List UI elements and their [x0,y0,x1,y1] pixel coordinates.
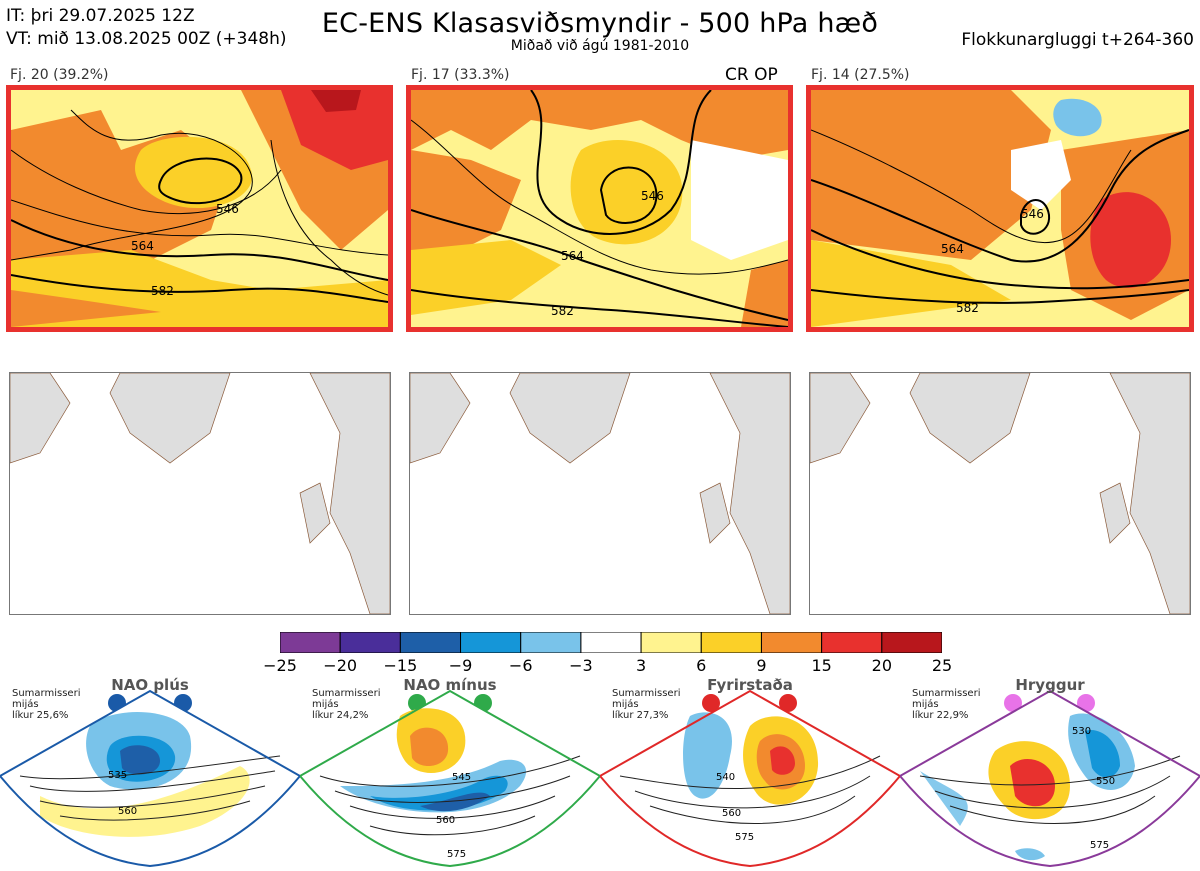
cluster-2-contour-564: 564 [561,249,584,263]
regime-marker [779,694,797,712]
colorbar-tick-label: 15 [811,656,832,675]
cluster-1-contour-546: 546 [216,202,239,216]
regime-nao-minus: NAO mínus Sumarmisseri mijás líkur 24,2% 5… [300,676,600,871]
regime-title: NAO mínus [403,676,497,694]
colorbar-tick-label: 6 [696,656,707,675]
colorbar-tick-label: −20 [323,656,358,675]
colorbar-swatch [339,631,401,654]
initial-time: IT: þri 29.07.2025 12Z [6,6,195,26]
cluster-3-contour-582: 582 [956,301,979,315]
empty-map-3 [809,372,1191,615]
colorbar-swatch [640,631,702,654]
regime-marker [1077,694,1095,712]
colorbar-swatch [881,631,943,654]
regime-info: Sumarmisseri mijás líkur 24,2% [312,688,381,721]
regime-contour: 560 [118,806,137,817]
colorbar-swatch [700,631,762,654]
cluster-3-map: 546 564 582 [806,85,1194,332]
cluster-3-contour-564: 564 [941,242,964,256]
colorbar-tick-label: 3 [635,656,647,675]
colorbar-tick-label: −25 [263,656,297,675]
colorbar-tick-label: −6 [508,656,533,675]
colorbar-swatch [520,631,582,654]
regime-marker [1004,694,1022,712]
colorbar-swatch [399,631,462,654]
empty-map-2 [409,372,791,615]
regime-contour: 530 [1072,726,1091,737]
cluster-1-contour-582: 582 [151,284,174,298]
regime-contour: 560 [436,815,455,826]
cluster-2-flags: CR OP [725,65,778,85]
colorbar-tick-label: 25 [931,656,953,675]
regime-title: Fyrirstaða [707,676,793,694]
cluster-2-contour-582: 582 [551,304,574,318]
land-mask [810,373,1190,614]
regime-ridge: Hryggur Sumarmisseri mijás líkur 22,9% 530… [900,676,1200,871]
page-subtitle: Miðað við ágú 1981-2010 [510,38,690,54]
colorbar-swatches [279,631,943,654]
regime-title: NAO plús [111,676,189,694]
colorbar-swatch [279,631,341,654]
cluster-2-field: 546 564 582 [411,90,788,327]
colorbar-swatch [580,631,642,654]
cluster-2-map: 546 564 582 [406,85,793,332]
regime-map: 535 560 [0,689,300,868]
regime-contour: 575 [1090,840,1109,851]
regime-nao-plus: NAO plús Sumarmisseri mijás líkur 25,6% 53… [0,676,300,871]
colorbar-tick-label: −15 [383,656,418,675]
valid-time: VT: mið 13.08.2025 00Z (+348h) [6,29,287,49]
regime-title: Hryggur [1015,676,1085,694]
colorbar [279,631,943,654]
regime-contour: 540 [716,772,735,783]
cluster-3-label: Fj. 14 (27.5%) [811,67,910,83]
colorbar-tick-label: −9 [448,656,473,675]
cluster-1-label: Fj. 20 (39.2%) [10,67,109,83]
cluster-3-field: 546 564 582 [811,90,1189,327]
regime-map: 530 550 575 [900,689,1200,868]
colorbar-tick-label: 9 [756,656,767,675]
regime-contour: 575 [735,832,754,843]
regime-contour: 545 [452,772,471,783]
regime-info: Sumarmisseri mijás líkur 25,6% [12,688,81,721]
regime-marker [702,694,720,712]
colorbar-swatch [760,631,823,654]
colorbar-tick-label: 20 [871,656,892,675]
regime-contour: 550 [1096,776,1115,787]
classification-window: Flokkunargluggi t+264-360 [961,30,1194,50]
regime-info: Sumarmisseri mijás líkur 22,9% [912,688,981,721]
empty-map-1 [9,372,391,615]
regime-map: 540 560 575 [600,689,900,868]
regime-contour: 560 [722,808,741,819]
regime-contour: 535 [108,770,127,781]
cluster-1-field: 546 564 582 [11,90,388,327]
land-mask [410,373,790,614]
regime-contour: 575 [447,849,466,860]
page-title: EC-ENS Klasasviðsmyndir - 500 hPa hæð [321,8,879,39]
regime-map: 545 560 575 [300,689,600,868]
colorbar-tick-label: −3 [569,656,593,675]
cluster-1-contour-564: 564 [131,239,154,253]
regime-blocking: Fyrirstaða Sumarmisseri mijás líkur 27,3% … [600,676,900,871]
land-mask [10,373,390,614]
cluster-3-contour-546: 546 [1021,207,1044,221]
regime-info: Sumarmisseri mijás líkur 27,3% [612,688,681,721]
cluster-1-map: 546 564 582 [6,85,393,332]
colorbar-swatch [821,631,883,654]
cluster-2-contour-546: 546 [641,189,664,203]
colorbar-swatch [460,631,522,654]
cluster-2-label: Fj. 17 (33.3%) [411,67,510,83]
